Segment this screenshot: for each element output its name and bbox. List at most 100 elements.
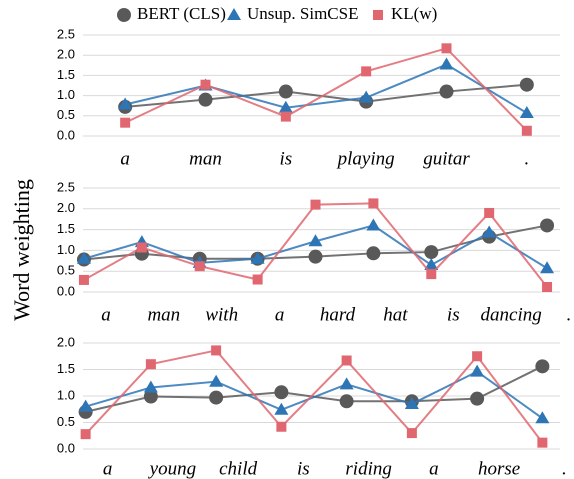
y-tick-label: 0.5: [57, 107, 75, 122]
series-line: [125, 83, 527, 108]
marker: [227, 8, 241, 20]
marker: [278, 84, 293, 99]
x-tick-label: is: [279, 148, 292, 169]
x-tick-label: a: [101, 304, 111, 325]
legend-label: Unsup. SimCSE: [247, 4, 358, 23]
marker: [308, 249, 323, 264]
marker: [424, 257, 439, 270]
y-tick-label: 2.0: [57, 200, 75, 215]
marker: [424, 245, 439, 260]
marker: [373, 10, 383, 20]
x-tick-label: .: [567, 304, 572, 325]
marker: [366, 246, 381, 261]
marker: [535, 411, 550, 424]
y-tick-label: 1.0: [57, 387, 75, 402]
y-tick-label: 0.5: [57, 263, 75, 278]
marker: [540, 261, 555, 274]
marker: [209, 390, 224, 405]
x-tick-label: horse: [478, 458, 520, 479]
y-tick-label: 2.5: [57, 179, 75, 194]
marker: [308, 234, 323, 247]
marker: [439, 57, 454, 70]
marker: [198, 92, 213, 107]
marker: [537, 437, 548, 448]
x-tick-label: man: [147, 304, 180, 325]
marker: [117, 8, 131, 22]
marker: [482, 225, 497, 238]
marker: [78, 399, 93, 412]
x-tick-label: a: [275, 304, 285, 325]
marker: [143, 389, 158, 404]
marker: [406, 428, 417, 439]
y-tick-label: 2.0: [57, 47, 75, 62]
marker: [361, 66, 372, 77]
marker: [278, 100, 293, 113]
marker: [143, 380, 158, 393]
legend-label: BERT (CLS): [137, 4, 226, 23]
x-tick-label: hard: [320, 304, 356, 325]
marker: [426, 269, 437, 280]
x-tick-label: playing: [336, 148, 395, 169]
marker: [521, 125, 532, 136]
marker: [470, 391, 485, 406]
marker: [404, 396, 419, 409]
y-tick-label: 0.0: [57, 283, 75, 298]
marker: [145, 359, 156, 370]
x-tick-label: child: [219, 458, 257, 479]
marker: [209, 374, 224, 387]
x-tick-label: young: [148, 458, 196, 479]
x-tick-label: a: [429, 458, 439, 479]
marker: [120, 117, 131, 128]
marker: [211, 345, 222, 356]
marker: [250, 251, 265, 264]
marker: [439, 84, 454, 99]
y-axis-label: Word weighting: [9, 179, 34, 321]
marker: [118, 97, 133, 110]
x-tick-label: guitar: [423, 148, 470, 169]
marker: [339, 394, 354, 409]
series-line: [124, 63, 528, 114]
y-tick-label: 1.5: [57, 221, 75, 236]
marker: [274, 385, 289, 400]
marker: [470, 364, 485, 377]
x-tick-label: a: [120, 148, 130, 169]
x-tick-label: is: [447, 304, 460, 325]
x-tick-label: man: [189, 148, 222, 169]
y-tick-label: 0.0: [57, 127, 75, 142]
marker: [519, 77, 534, 92]
y-tick-label: 0.5: [57, 414, 75, 429]
y-tick-label: 1.5: [57, 361, 75, 376]
marker: [441, 43, 452, 54]
marker: [78, 274, 89, 285]
x-tick-label: riding: [345, 458, 391, 479]
marker: [252, 274, 263, 285]
x-tick-label: .: [562, 458, 567, 479]
marker: [341, 355, 352, 366]
marker: [80, 429, 91, 440]
x-tick-label: with: [205, 304, 238, 325]
marker: [484, 207, 495, 218]
x-tick-label: hat: [383, 304, 408, 325]
x-tick-label: .: [524, 148, 529, 169]
series-line: [124, 47, 528, 132]
y-tick-label: 0.0: [57, 440, 75, 455]
y-tick-label: 2.0: [57, 334, 75, 349]
x-tick-label: dancing: [481, 304, 542, 325]
marker: [276, 421, 287, 432]
marker: [280, 111, 291, 122]
marker: [519, 105, 534, 118]
marker: [274, 402, 289, 415]
y-tick-label: 1.5: [57, 67, 75, 82]
marker: [136, 242, 147, 253]
marker: [310, 199, 321, 210]
y-tick-label: 2.5: [57, 26, 75, 41]
marker: [535, 359, 550, 374]
x-tick-label: a: [103, 458, 113, 479]
y-tick-label: 1.0: [57, 87, 75, 102]
legend-label: KL(w): [391, 4, 437, 23]
marker: [368, 198, 379, 209]
series-line: [85, 370, 543, 420]
marker: [200, 79, 211, 90]
marker: [76, 251, 91, 264]
